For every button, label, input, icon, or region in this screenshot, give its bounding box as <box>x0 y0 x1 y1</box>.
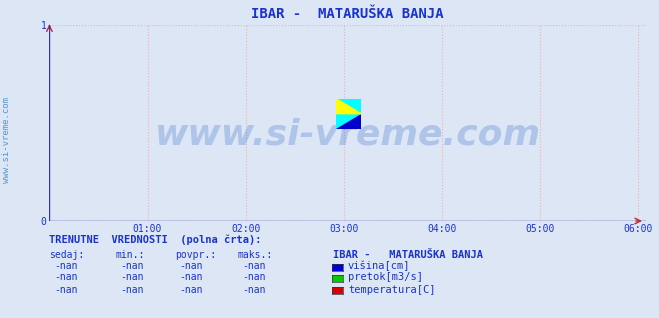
Text: IBAR -   MATARUŠKA BANJA: IBAR - MATARUŠKA BANJA <box>333 250 483 259</box>
Text: -nan: -nan <box>179 261 203 271</box>
Text: temperatura[C]: temperatura[C] <box>348 285 436 294</box>
Polygon shape <box>336 99 361 114</box>
Text: sedaj:: sedaj: <box>49 250 84 259</box>
Text: www.si-vreme.com: www.si-vreme.com <box>155 118 540 152</box>
Text: -nan: -nan <box>54 285 78 294</box>
Text: -nan: -nan <box>179 285 203 294</box>
Text: -nan: -nan <box>54 273 78 282</box>
Text: povpr.:: povpr.: <box>175 250 215 259</box>
Text: www.si-vreme.com: www.si-vreme.com <box>2 97 11 183</box>
Text: pretok[m3/s]: pretok[m3/s] <box>348 273 423 282</box>
Text: -nan: -nan <box>242 273 266 282</box>
Polygon shape <box>336 114 361 129</box>
Title: IBAR -  MATARUŠKA BANJA: IBAR - MATARUŠKA BANJA <box>251 8 444 22</box>
Text: -nan: -nan <box>54 261 78 271</box>
Text: -nan: -nan <box>242 261 266 271</box>
Text: -nan: -nan <box>120 285 144 294</box>
Text: -nan: -nan <box>179 273 203 282</box>
Text: maks.:: maks.: <box>237 250 272 259</box>
Text: -nan: -nan <box>120 273 144 282</box>
Text: -nan: -nan <box>242 285 266 294</box>
Text: -nan: -nan <box>120 261 144 271</box>
Polygon shape <box>336 99 361 114</box>
Text: TRENUTNE  VREDNOSTI  (polna črta):: TRENUTNE VREDNOSTI (polna črta): <box>49 235 262 245</box>
Polygon shape <box>336 114 361 129</box>
Polygon shape <box>336 99 361 114</box>
Text: min.:: min.: <box>115 250 145 259</box>
Text: višina[cm]: višina[cm] <box>348 260 411 271</box>
